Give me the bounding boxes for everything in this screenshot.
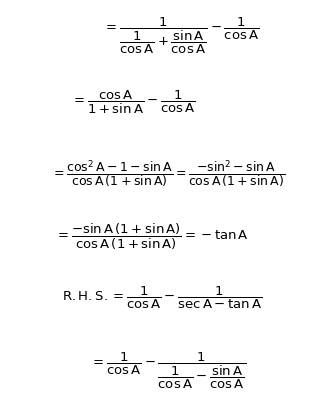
Text: $= \dfrac{\mathrm{cos\,A}}{1 + \mathrm{sin\,A}} - \dfrac{1}{\mathrm{cos\,A}}$: $= \dfrac{\mathrm{cos\,A}}{1 + \mathrm{s… — [71, 89, 195, 116]
Text: $= \dfrac{\mathrm{cos^2\,A} - 1 - \mathrm{sin\,A}}{\mathrm{cos\,A}\,(1 + \mathrm: $= \dfrac{\mathrm{cos^2\,A} - 1 - \mathr… — [52, 158, 285, 190]
Text: $= \dfrac{1}{\mathrm{cos\,A}} - \dfrac{1}{\dfrac{1}{\mathrm{cos\,A}} - \dfrac{\m: $= \dfrac{1}{\mathrm{cos\,A}} - \dfrac{1… — [90, 351, 247, 391]
Text: $\mathrm{R.H.S.} = \dfrac{1}{\mathrm{cos\,A}} - \dfrac{1}{\mathrm{sec\,A} - \mat: $\mathrm{R.H.S.} = \dfrac{1}{\mathrm{cos… — [62, 285, 262, 310]
Text: $= \dfrac{1}{\dfrac{1}{\mathrm{cos\,A}} + \dfrac{\mathrm{sin\,A}}{\mathrm{cos\,A: $= \dfrac{1}{\dfrac{1}{\mathrm{cos\,A}} … — [103, 16, 260, 56]
Text: $= \dfrac{-\mathrm{sin\,A}\,(1 + \mathrm{sin\,A})}{\mathrm{cos\,A}\,(1 + \mathrm: $= \dfrac{-\mathrm{sin\,A}\,(1 + \mathrm… — [55, 222, 249, 252]
